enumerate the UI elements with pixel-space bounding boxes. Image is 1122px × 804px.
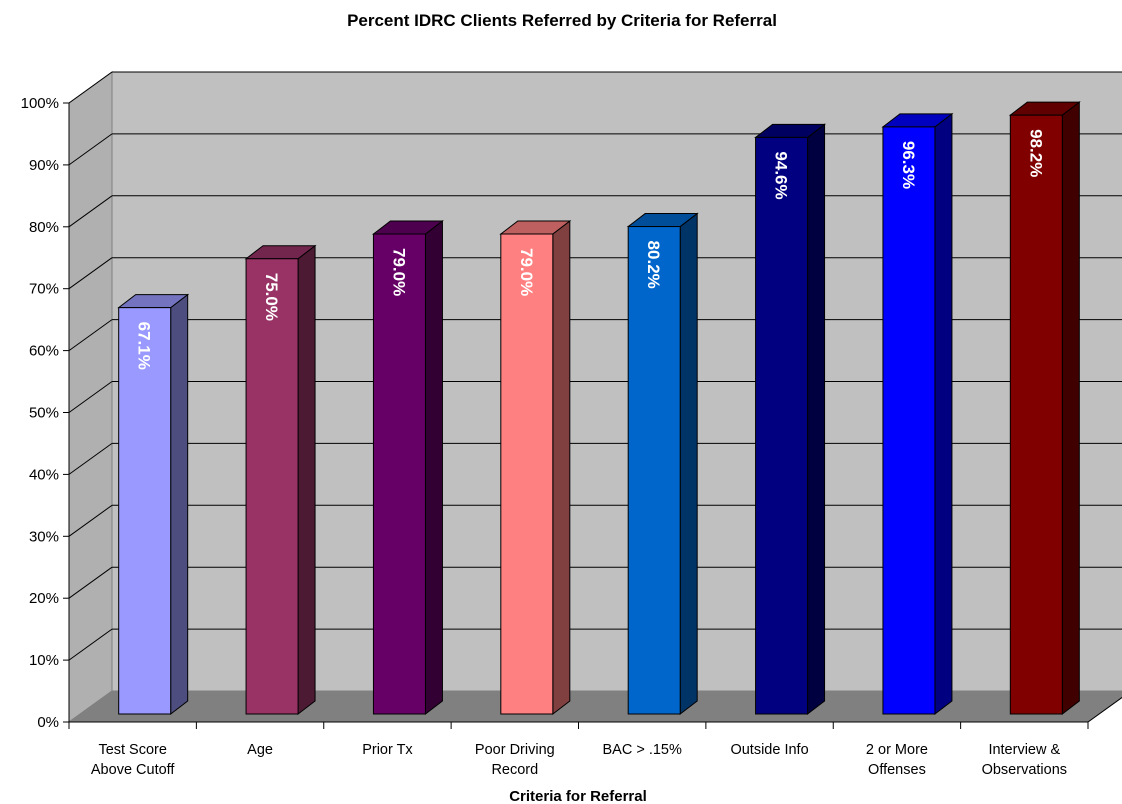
data-labels: 67.1% 75.0% 79.0% 79.0% 80.2% 94.6% 96.3% 98.2%	[135, 129, 1046, 370]
bar-front	[245, 258, 299, 715]
gridline-side	[68, 257, 113, 290]
x-tick-label: Above Cutoff	[91, 762, 176, 778]
bar	[626, 212, 699, 716]
x-tick-label: Interview &	[988, 742, 1060, 758]
data-label: 67.1%	[135, 322, 154, 370]
bar-side	[807, 123, 826, 716]
bars	[117, 101, 1081, 716]
bar-side	[297, 244, 316, 716]
x-tick-label: BAC > .15%	[602, 742, 681, 758]
y-tick-label: 30%	[29, 528, 59, 545]
x-tick-label: Outside Info	[730, 742, 808, 758]
bar-front	[118, 307, 172, 715]
y-tick-label: 80%	[29, 219, 59, 236]
y-tick-label: 50%	[29, 405, 59, 422]
x-tick-label: Poor Driving	[475, 742, 555, 758]
y-tick-label: 100%	[21, 95, 59, 112]
x-tick-label: Age	[247, 742, 273, 758]
gridline-side	[68, 195, 113, 228]
bar-side	[934, 112, 953, 716]
bar	[754, 123, 827, 716]
data-label: 96.3%	[899, 141, 918, 189]
y-tick-label: 70%	[29, 281, 59, 298]
x-tick-label: Record	[491, 762, 538, 778]
y-tick-label: 20%	[29, 590, 59, 607]
x-tick-label: Test Score	[98, 742, 167, 758]
gridline-side	[68, 566, 113, 599]
x-tick-label: Observations	[982, 762, 1067, 778]
gridline-side	[68, 381, 113, 413]
data-label: 75.0%	[262, 273, 281, 321]
bar	[499, 219, 572, 716]
bar-side	[424, 219, 443, 716]
bar	[117, 293, 190, 716]
gridline-side	[68, 319, 113, 352]
gridline-side	[68, 504, 113, 537]
y-tick-label: 90%	[29, 157, 59, 174]
data-label: 79.0%	[389, 248, 408, 296]
bar	[371, 219, 444, 716]
bar	[244, 244, 317, 716]
data-label: 79.0%	[517, 248, 536, 296]
y-tick-label: 60%	[29, 343, 59, 360]
y-tick-label: 10%	[29, 652, 59, 669]
axes: 0% 10% 20% 30% 40% 50% 60% 70% 80% 90% 100% Test Sc…	[21, 95, 1122, 778]
bar-front	[882, 126, 936, 715]
x-tick-label: Offenses	[868, 762, 926, 778]
plot-walls	[67, 71, 1122, 723]
y-tick-label: 40%	[29, 466, 59, 483]
bar-side	[1061, 101, 1080, 716]
bar	[1008, 101, 1081, 716]
gridline-side	[68, 133, 113, 166]
floor-edge	[1087, 696, 1122, 723]
bar-side	[170, 293, 189, 716]
gridline-side	[68, 628, 113, 661]
floor	[67, 690, 1122, 723]
chart-title: Percent IDRC Clients Referred by Criteri…	[347, 11, 777, 30]
data-label: 98.2%	[1026, 129, 1045, 177]
bar-side	[679, 212, 698, 716]
x-tick-label: Prior Tx	[362, 742, 413, 758]
bar-side	[552, 219, 571, 716]
x-tick-label: 2 or More	[866, 742, 928, 758]
bar-front	[500, 233, 554, 715]
x-axis-title: Criteria for Referral	[509, 788, 647, 804]
bar	[881, 112, 954, 716]
data-label: 80.2%	[644, 241, 663, 289]
data-label: 94.6%	[772, 151, 791, 199]
bar-front	[627, 226, 681, 715]
gridline-side	[68, 442, 113, 475]
gridline-side	[68, 71, 113, 104]
bar-front	[755, 136, 809, 715]
bar-front	[372, 233, 426, 715]
y-tick-label: 0%	[37, 714, 59, 731]
bar-front	[1009, 114, 1063, 715]
